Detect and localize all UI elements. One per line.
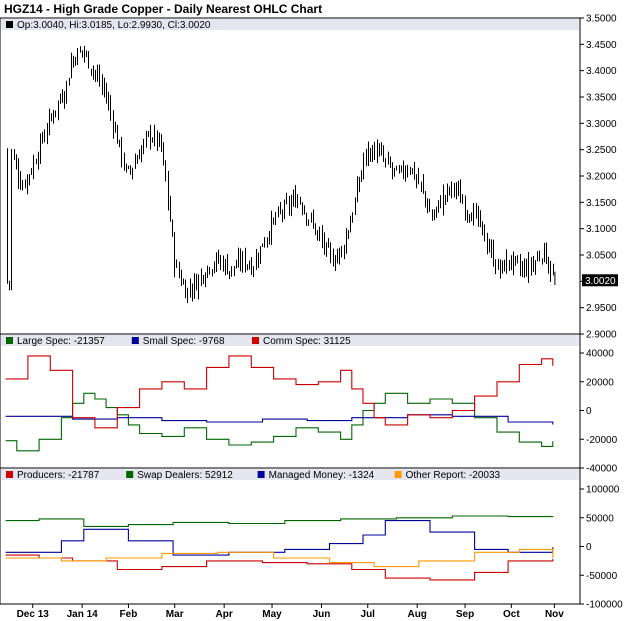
month-label: Mar: [166, 609, 184, 620]
cot1-tick-label: 40000: [586, 349, 614, 360]
chart-marks: 3.5000 3.4500 3.4000 3.3500 3.3000 3.2500 3.20…: [5, 14, 623, 620]
cot-panel-2: [0, 467, 581, 605]
price-tick-label: 3.2500: [586, 145, 617, 156]
price-tick-label: 2.9500: [586, 303, 617, 314]
cot2-legend-swatch: [126, 471, 134, 478]
month-label: Jan 14: [67, 609, 99, 620]
cot2-legend-text: Other Report: -20033: [406, 470, 501, 481]
cot1-legend-text: Small Spec: -9768: [143, 336, 225, 347]
ohlc-legend-swatch: [6, 21, 13, 28]
month-label: Jun: [313, 609, 331, 620]
price-tick-label: 3.1000: [586, 224, 617, 235]
cot2-tick-label: 50000: [586, 513, 614, 524]
cot1-tick-label: -40000: [586, 464, 618, 475]
last-price-box: [582, 274, 618, 287]
price-legend-band: [1, 19, 579, 30]
month-label: Oct: [503, 609, 520, 620]
chart-title: HGZ14 - High Grade Copper - Daily Neares…: [4, 2, 322, 16]
price-tick-label: 3.3500: [586, 93, 617, 104]
cot1-legend-swatch: [252, 337, 259, 344]
cot1-legend-band: [1, 335, 579, 346]
price-tick-label: 2.9000: [586, 330, 617, 341]
month-label: Aug: [407, 609, 426, 620]
cot2-legend-swatch: [394, 471, 402, 478]
cot1-series-comm-spec: [5, 355, 554, 429]
price-tick-label: 3.4000: [586, 66, 617, 77]
cot1-legend-swatch: [131, 337, 139, 344]
cot2-tick-label: 100000: [586, 485, 620, 496]
cot2-series-other-report: [5, 548, 554, 568]
month-label: Apr: [216, 609, 233, 620]
price-tick-label: 3.2000: [586, 172, 617, 183]
cot2-legend-text: Producers: -21787: [17, 470, 100, 481]
month-label: Sep: [456, 609, 474, 620]
cot1-tick-label: 20000: [586, 377, 614, 388]
cot2-series-managed-money: [5, 520, 554, 556]
price-panel: [0, 17, 581, 335]
price-tick-label: 3.4500: [586, 40, 617, 51]
cot1-legend-text: Large Spec: -21357: [17, 336, 105, 347]
price-tick-label: 3.0500: [586, 251, 617, 262]
cot2-legend-band: [1, 469, 579, 480]
cot1-legend-swatch: [6, 337, 13, 344]
last-price-label: 3.0020: [585, 276, 616, 287]
cot1-legend-text: Comm Spec: 31125: [263, 336, 351, 347]
price-tick-label: 3.3000: [586, 119, 617, 130]
cot1-tick-label: -20000: [586, 435, 618, 446]
month-label: Nov: [545, 609, 564, 620]
cot1-tick-label: 0: [586, 406, 592, 417]
cot-panel-1: [0, 333, 581, 469]
cot1-series-large-spec: [5, 392, 554, 452]
price-tick-label: 3.5000: [586, 14, 617, 25]
cot2-tick-label: -100000: [586, 600, 623, 611]
price-tick-label: 3.1500: [586, 198, 617, 209]
cot2-legend-text: Managed Money: -1324: [269, 470, 375, 481]
cot2-tick-label: 0: [586, 542, 592, 553]
month-label: Dec 13: [17, 609, 50, 620]
cot2-tick-label: -50000: [586, 571, 618, 582]
cot2-legend-swatch: [6, 471, 13, 478]
cot2-legend-text: Swap Dealers: 52912: [137, 470, 233, 481]
month-label: Feb: [120, 609, 138, 620]
month-label: Jul: [361, 609, 376, 620]
ohlc-legend-text: Op:3.0040, Hi:3.0185, Lo:2.9930, Cl:3.00…: [17, 20, 211, 31]
cot2-series-swap-dealers: [5, 515, 554, 527]
cot2-legend-swatch: [257, 471, 265, 478]
month-label: May: [262, 609, 282, 620]
